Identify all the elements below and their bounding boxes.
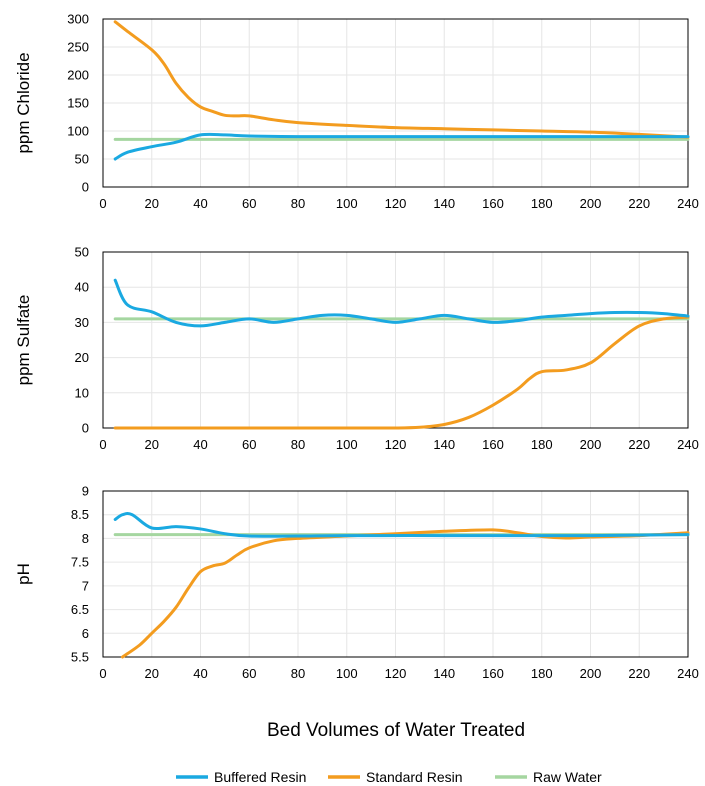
x-tick-label: 200 xyxy=(580,666,602,681)
x-tick-label: 140 xyxy=(433,437,455,452)
y-tick-label: 7.5 xyxy=(71,555,89,570)
y-tick-label: 20 xyxy=(75,350,89,365)
x-tick-label: 240 xyxy=(677,437,699,452)
legend-label: Standard Resin xyxy=(366,769,463,785)
y-tick-label: 5.5 xyxy=(71,650,89,665)
y-tick-label: 0 xyxy=(82,180,89,195)
x-tick-label: 200 xyxy=(580,437,602,452)
plot-frame xyxy=(102,18,689,188)
y-tick-label: 50 xyxy=(75,245,89,260)
x-tick-label: 240 xyxy=(677,666,699,681)
legend-label: Buffered Resin xyxy=(214,769,306,785)
y-axis-label: ppm Chloride xyxy=(14,52,33,153)
legend: Buffered Resin Standard Resin Raw Water xyxy=(176,769,602,785)
y-tick-label: 100 xyxy=(67,124,89,139)
series-line-buffered-resin xyxy=(113,512,690,538)
y-tick-label: 9 xyxy=(82,484,89,499)
legend-label: Raw Water xyxy=(533,769,602,785)
x-tick-label: 100 xyxy=(336,196,358,211)
x-axis-label: Bed Volumes of Water Treated xyxy=(267,720,525,741)
x-tick-label: 40 xyxy=(193,666,207,681)
x-tick-label: 20 xyxy=(145,437,159,452)
y-tick-label: 0 xyxy=(82,421,89,436)
x-tick-label: 120 xyxy=(385,196,407,211)
series-line-standard-resin xyxy=(113,20,690,139)
y-axis-label: pH xyxy=(14,563,33,585)
y-tick-label: 150 xyxy=(67,96,89,111)
y-tick-label: 250 xyxy=(67,40,89,55)
x-tick-label: 20 xyxy=(145,196,159,211)
legend-item-buffered-resin: Buffered Resin xyxy=(176,769,306,785)
x-tick-label: 60 xyxy=(242,437,256,452)
x-tick-label: 0 xyxy=(99,666,106,681)
legend-item-raw-water: Raw Water xyxy=(495,769,602,785)
x-tick-label: 40 xyxy=(193,437,207,452)
x-tick-label: 160 xyxy=(482,437,504,452)
x-tick-label: 80 xyxy=(291,196,305,211)
y-tick-label: 50 xyxy=(75,152,89,167)
x-tick-label: 180 xyxy=(531,437,553,452)
x-tick-label: 220 xyxy=(628,666,650,681)
x-tick-label: 240 xyxy=(677,196,699,211)
x-tick-label: 80 xyxy=(291,666,305,681)
y-tick-label: 10 xyxy=(75,385,89,400)
x-tick-label: 140 xyxy=(433,196,455,211)
chart-panel-1: 0 20 40 60 80 100 120 140 160 180 200 220 240 0 50 100 1… xyxy=(14,12,699,212)
plot-frame xyxy=(102,490,689,658)
y-tick-label: 40 xyxy=(75,280,89,295)
x-tick-label: 180 xyxy=(531,666,553,681)
y-tick-label: 300 xyxy=(67,12,89,27)
chart-panel-3: 0 20 40 60 80 100 120 140 160 180 200 220 240 5.5 6 6.5… xyxy=(14,484,699,682)
y-tick-label: 200 xyxy=(67,68,89,83)
x-tick-label: 100 xyxy=(336,666,358,681)
y-tick-label: 30 xyxy=(75,315,89,330)
chart-panel-2: 0 20 40 60 80 100 120 140 160 180 200 220 240 0 10 20 30… xyxy=(14,245,699,453)
x-tick-label: 60 xyxy=(242,666,256,681)
x-tick-label: 40 xyxy=(193,196,207,211)
series-line-standard-resin xyxy=(113,315,690,430)
x-tick-label: 180 xyxy=(531,196,553,211)
y-tick-label: 7 xyxy=(82,578,89,593)
x-tick-label: 60 xyxy=(242,196,256,211)
x-tick-label: 120 xyxy=(385,437,407,452)
x-tick-label: 0 xyxy=(99,196,106,211)
y-tick-label: 8 xyxy=(82,531,89,546)
x-tick-label: 160 xyxy=(482,666,504,681)
x-tick-label: 220 xyxy=(628,437,650,452)
x-tick-label: 100 xyxy=(336,437,358,452)
y-tick-label: 6 xyxy=(82,626,89,641)
y-axis-label: ppm Sulfate xyxy=(14,295,33,386)
x-tick-label: 20 xyxy=(145,666,159,681)
x-tick-label: 0 xyxy=(99,437,106,452)
x-tick-label: 120 xyxy=(385,666,407,681)
y-tick-label: 6.5 xyxy=(71,602,89,617)
series-line-standard-resin xyxy=(121,528,690,659)
series-line-buffered-resin xyxy=(113,278,690,328)
x-tick-label: 80 xyxy=(291,437,305,452)
x-tick-label: 140 xyxy=(433,666,455,681)
x-tick-label: 220 xyxy=(628,196,650,211)
x-tick-label: 160 xyxy=(482,196,504,211)
series-line-buffered-resin xyxy=(113,132,690,161)
y-tick-label: 8.5 xyxy=(71,507,89,522)
x-tick-label: 200 xyxy=(580,196,602,211)
legend-item-standard-resin: Standard Resin xyxy=(328,769,463,785)
